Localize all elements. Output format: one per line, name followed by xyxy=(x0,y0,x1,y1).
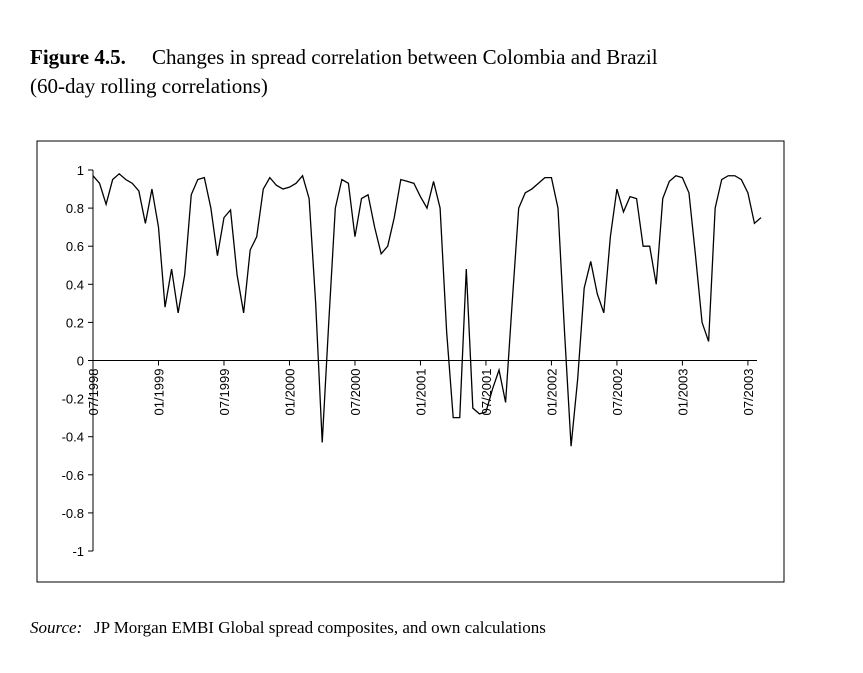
x-tick-label: 01/1999 xyxy=(151,369,166,416)
x-tick-label: 01/2001 xyxy=(413,369,428,416)
y-tick-label: 1 xyxy=(77,163,84,178)
x-tick-label: 07/2001 xyxy=(479,369,494,416)
y-tick-label: -0.8 xyxy=(62,506,84,521)
y-tick-label: 0.6 xyxy=(66,239,84,254)
x-tick-label: 07/1999 xyxy=(217,369,232,416)
x-tick-label: 07/2003 xyxy=(741,369,756,416)
y-tick-label: -0.2 xyxy=(62,392,84,407)
y-tick-label: 0.4 xyxy=(66,277,84,292)
y-tick-label: 0 xyxy=(77,354,84,369)
x-tick-label: 07/2002 xyxy=(610,369,625,416)
x-tick-label: 01/2003 xyxy=(675,369,690,416)
figure-label: Figure 4.5. xyxy=(30,45,126,69)
chart-subtitle: (60-day rolling correlations) xyxy=(30,74,268,98)
chart-title: Changes in spread correlation between Co… xyxy=(152,45,658,69)
chart-frame xyxy=(36,140,785,583)
y-tick-label: 0.2 xyxy=(66,315,84,330)
y-tick-label: -0.4 xyxy=(62,430,84,445)
y-tick-label: -1 xyxy=(72,544,84,559)
x-tick-label: 07/1998 xyxy=(86,369,101,416)
y-tick-label: 0.8 xyxy=(66,201,84,216)
x-tick-label: 01/2000 xyxy=(282,369,297,416)
data-line xyxy=(92,172,762,447)
x-tick-label: 07/2000 xyxy=(348,369,363,416)
y-tick-label: -0.6 xyxy=(62,468,84,483)
source-text: JP Morgan EMBI Global spread composites,… xyxy=(94,618,546,637)
x-tick-label: 01/2002 xyxy=(544,369,559,416)
source-label: Source: xyxy=(30,618,82,637)
